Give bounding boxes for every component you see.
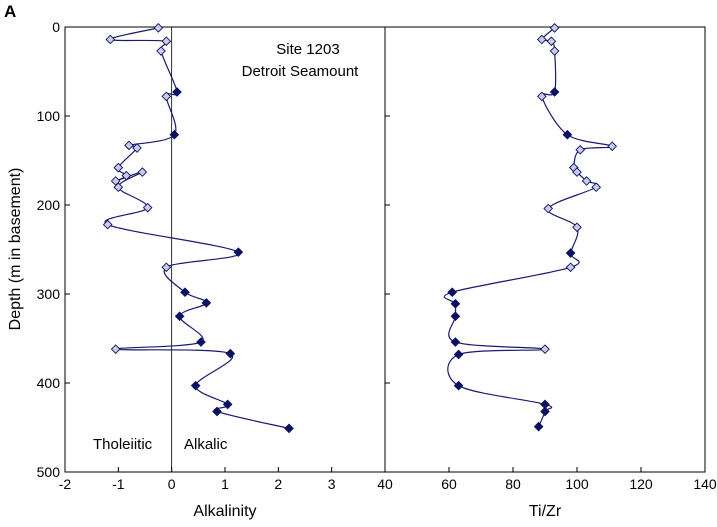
tizr-open-diamond-point bbox=[575, 144, 586, 155]
tizr-x-tick-label: 80 bbox=[505, 476, 521, 492]
alkalinity-y-tick-label: 200 bbox=[37, 197, 61, 213]
alkalinity-x-tick-label: -2 bbox=[59, 476, 72, 492]
tizr-x-tick-label: 40 bbox=[377, 476, 393, 492]
tizr-x-tick-label: 140 bbox=[693, 476, 717, 492]
alkalinity-y-tick-label: 0 bbox=[52, 19, 60, 35]
alkalinity-filled-diamond-point bbox=[233, 247, 244, 258]
alkalinity-y-tick-label: 500 bbox=[37, 464, 61, 480]
alkalinity-open-diamond-point bbox=[110, 344, 121, 355]
tizr-open-diamond-point bbox=[543, 203, 554, 214]
alkalinity-open-diamond-point bbox=[124, 140, 134, 151]
tizr-open-diamond-point bbox=[565, 262, 576, 273]
alkalic-field-label: Alkalic bbox=[184, 436, 228, 453]
alkalinity-open-diamond-point bbox=[161, 91, 172, 102]
alkalinity-y-tick-label: 400 bbox=[37, 375, 61, 391]
alkalinity-filled-diamond-point bbox=[212, 406, 222, 417]
tizr-series-line bbox=[443, 27, 613, 427]
location-annotation: Detroit Seamount bbox=[242, 63, 360, 80]
alkalinity-open-diamond-point bbox=[153, 23, 164, 33]
tizr-x-axis-label: Ti/Zr bbox=[529, 503, 562, 520]
tizr-plot-frame bbox=[384, 26, 706, 473]
alkalinity-filled-diamond-point bbox=[180, 287, 190, 298]
tizr-open-diamond-point bbox=[549, 46, 560, 56]
tizr-panel: Ti/Zr 40 60 80 100 120 140 bbox=[377, 23, 717, 520]
alkalinity-filled-diamond-point bbox=[284, 423, 294, 434]
tizr-filled-diamond-point bbox=[549, 87, 560, 97]
alkalinity-open-diamond-point bbox=[105, 34, 116, 45]
alkalinity-x-tick-label: 2 bbox=[274, 476, 282, 492]
alkalinity-open-diamond-point bbox=[102, 219, 113, 230]
tizr-open-diamond-point bbox=[549, 23, 560, 33]
alkalinity-x-tick-label: 3 bbox=[328, 476, 336, 492]
tizr-filled-diamond-point bbox=[450, 337, 461, 347]
alkalinity-open-diamond-point bbox=[113, 182, 124, 193]
tizr-open-diamond-point bbox=[572, 167, 582, 177]
alkalinity-open-diamond-point bbox=[161, 36, 172, 47]
tholeiitic-field-label: Tholeiitic bbox=[93, 436, 153, 453]
tizr-open-diamond-point bbox=[536, 91, 547, 102]
alkalinity-filled-diamond-point bbox=[222, 399, 233, 410]
tizr-filled-diamond-point bbox=[453, 349, 464, 360]
alkalinity-filled-diamond-point bbox=[172, 87, 182, 97]
tizr-x-tick-label: 100 bbox=[565, 476, 589, 492]
alkalinity-open-diamond-point bbox=[142, 202, 153, 213]
tizr-filled-diamond-point bbox=[562, 129, 573, 140]
alkalinity-filled-diamond-point bbox=[174, 311, 185, 322]
tizr-open-diamond-point bbox=[572, 222, 582, 233]
tizr-filled-diamond-point bbox=[450, 311, 461, 322]
depth-y-axis-label: Depth (m in basement) bbox=[7, 168, 24, 331]
alkalinity-x-axis-label: Alkalinity bbox=[193, 503, 256, 520]
alkalinity-x-tick-label: 1 bbox=[221, 476, 229, 492]
tizr-x-tick-label: 60 bbox=[441, 476, 457, 492]
tizr-filled-diamond-point bbox=[447, 287, 458, 298]
alkalinity-filled-diamond-point bbox=[196, 337, 206, 347]
alkalinity-filled-diamond-point bbox=[225, 348, 236, 359]
alkalinity-open-diamond-point bbox=[113, 162, 124, 173]
alkalinity-open-diamond-point bbox=[156, 46, 166, 56]
panel-label: A bbox=[4, 2, 16, 21]
alkalinity-y-tick-label: 300 bbox=[37, 286, 61, 302]
alkalinity-x-tick-label: -1 bbox=[112, 476, 125, 492]
tizr-filled-diamond-point bbox=[450, 298, 461, 309]
tizr-x-tick-label: 120 bbox=[629, 476, 653, 492]
alkalinity-open-diamond-point bbox=[121, 170, 132, 181]
tizr-filled-diamond-point bbox=[540, 406, 550, 417]
tizr-open-diamond-point bbox=[581, 176, 592, 186]
alkalinity-filled-diamond-point bbox=[169, 129, 180, 140]
tizr-open-diamond-point bbox=[536, 34, 547, 45]
site-annotation: Site 1203 bbox=[276, 41, 339, 58]
alkalinity-series-line bbox=[104, 27, 290, 429]
alkalinity-filled-diamond-point bbox=[190, 380, 201, 391]
tizr-open-diamond-point bbox=[540, 344, 550, 355]
alkalinity-open-diamond-point bbox=[137, 167, 148, 177]
alkalinity-open-diamond-point bbox=[161, 262, 172, 273]
alkalinity-x-tick-label: 0 bbox=[168, 476, 176, 492]
tizr-filled-diamond-point bbox=[533, 421, 544, 432]
tizr-open-diamond-point bbox=[591, 182, 602, 193]
tizr-filled-diamond-point bbox=[453, 380, 464, 391]
alkalinity-y-tick-label: 100 bbox=[37, 108, 61, 124]
tizr-open-diamond-point bbox=[546, 36, 557, 47]
alkalinity-filled-diamond-point bbox=[201, 298, 212, 308]
alkalinity-open-diamond-point bbox=[132, 143, 142, 153]
tizr-open-diamond-point bbox=[607, 141, 618, 152]
tizr-filled-diamond-point bbox=[565, 248, 576, 258]
alkalinity-panel: Site 1203 Detroit Seamount Tholeiitic Al… bbox=[7, 19, 386, 520]
